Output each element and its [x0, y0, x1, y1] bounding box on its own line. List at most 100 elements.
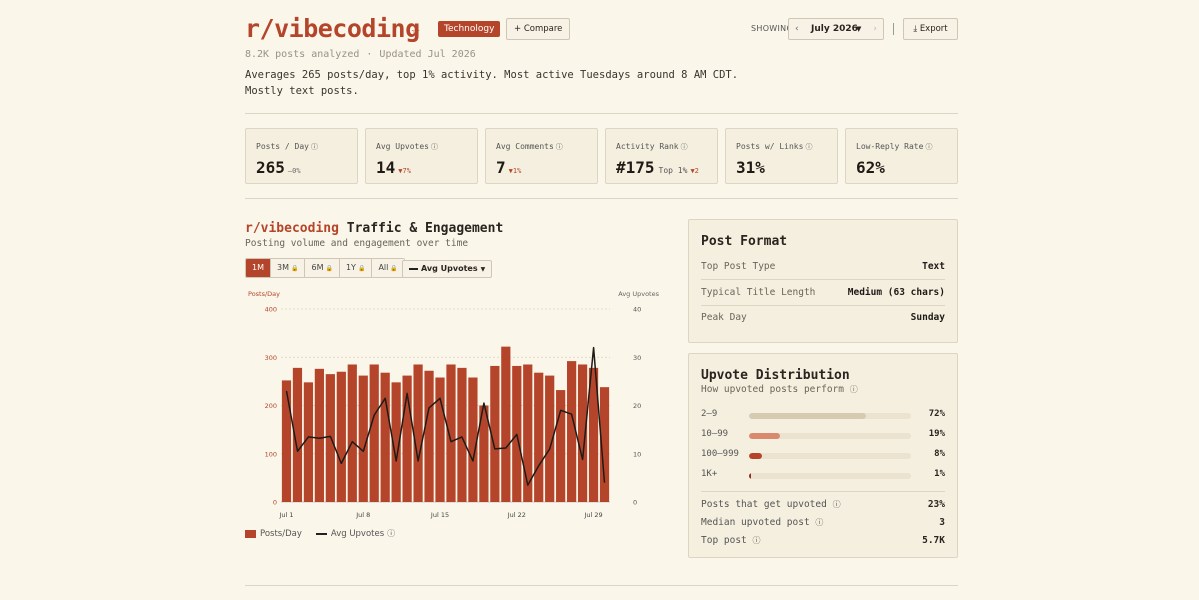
month-selector[interactable]: ‹ July 2026 ▼ ›: [788, 18, 884, 40]
range-label: 1M: [252, 263, 264, 272]
stat-value: 31%: [736, 158, 765, 177]
lock-icon: 🔒: [291, 265, 299, 272]
info-icon[interactable]: ⓘ: [387, 529, 396, 538]
stat-change: ▼1%: [508, 167, 522, 175]
bar: [545, 375, 555, 502]
y-tick-right: 30: [633, 354, 641, 362]
stat-card-activity-rank: Activity Rank ⓘ #175 Top 1% ▼2: [605, 128, 718, 184]
post-format-row: Top Post Type Text: [701, 254, 945, 280]
stat-value: 265 —0%: [256, 158, 301, 177]
range-all[interactable]: All 🔒: [372, 259, 404, 277]
bar: [391, 382, 401, 502]
lock-icon: 🔒: [390, 265, 398, 272]
row-value: Text: [922, 261, 945, 272]
fact-label: Median upvoted post ⓘ: [701, 517, 823, 528]
fact-value: 23%: [927, 499, 945, 510]
legend-bars-label: Posts/Day: [260, 529, 302, 539]
info-icon[interactable]: ⓘ: [832, 500, 841, 509]
info-icon[interactable]: ⓘ: [555, 143, 563, 151]
category-badge[interactable]: Technology: [438, 21, 501, 37]
chart-title: r/vibecoding Traffic & Engagement: [245, 221, 503, 236]
x-tick: Jul 22: [507, 511, 526, 519]
meta-line: 8.2K posts analyzed · Updated Jul 2026: [245, 49, 476, 60]
range-1y[interactable]: 1Y 🔒: [339, 259, 373, 277]
bar: [336, 371, 346, 502]
range-6m[interactable]: 6M 🔒: [305, 259, 340, 277]
chevron-right-icon[interactable]: ›: [873, 24, 877, 34]
posts-analyzed: 8.2K posts analyzed: [245, 49, 360, 60]
bucket-label: 10–99: [701, 429, 729, 439]
metric-label: Avg Upvotes: [421, 264, 478, 273]
range-3m[interactable]: 3M 🔒: [271, 259, 306, 277]
y-tick-left: 300: [265, 354, 277, 362]
bar: [577, 364, 588, 502]
fact-label: Top post ⓘ: [701, 535, 761, 546]
info-icon[interactable]: ⓘ: [430, 143, 438, 151]
line-swatch: [409, 267, 418, 270]
y-tick-left: 400: [265, 306, 277, 314]
y-tick-right: 40: [633, 306, 641, 314]
y-tick-left: 0: [273, 499, 277, 507]
info-icon[interactable]: ⓘ: [805, 143, 813, 151]
stat-sub: Top 1%: [658, 166, 688, 175]
showing-label: SHOWING: [751, 24, 793, 33]
stat-value: #175 Top 1% ▼2: [616, 158, 699, 177]
page: r/vibecoding ☆ Technology + Compare SHOW…: [245, 0, 958, 600]
bucket-bar: [749, 453, 911, 459]
stat-card-low-reply-rate: Low-Reply Rate ⓘ 62%: [845, 128, 958, 184]
x-tick: Jul 1: [278, 511, 293, 519]
stat-value: 62%: [856, 158, 885, 177]
fact-value: 5.7K: [922, 535, 945, 546]
info-icon[interactable]: ⓘ: [815, 518, 824, 527]
bar: [599, 387, 610, 502]
metric-dropdown[interactable]: Avg Upvotes ▼: [402, 260, 493, 278]
export-label: Export: [919, 24, 948, 34]
stat-label: Posts w/ Links ⓘ: [736, 142, 812, 152]
bar: [457, 367, 467, 502]
bar: [402, 375, 412, 502]
bar: [567, 361, 577, 502]
bucket-pct: 1%: [934, 469, 945, 479]
info-icon[interactable]: ⓘ: [310, 143, 318, 151]
stat-change: ▼2: [690, 167, 699, 175]
updated-text: Updated Jul 2026: [379, 49, 476, 60]
bucket-bar-fill: [749, 473, 751, 479]
bucket-bar: [749, 433, 911, 439]
row-label: Typical Title Length: [701, 287, 816, 298]
bar: [424, 370, 434, 502]
info-icon[interactable]: ⓘ: [925, 143, 933, 151]
month-label: July 2026: [811, 24, 858, 34]
compare-button[interactable]: + Compare: [506, 18, 571, 40]
y-tick-right: 20: [633, 402, 641, 410]
x-tick: Jul 8: [355, 511, 370, 519]
info-icon[interactable]: ⓘ: [680, 143, 688, 151]
export-button[interactable]: ⤓ Export: [903, 18, 958, 40]
range-selector: 1M 3M 🔒 6M 🔒 1Y 🔒 All 🔒: [245, 258, 405, 278]
y-tick-right: 0: [633, 499, 637, 507]
bar: [588, 367, 599, 502]
stat-label: Activity Rank ⓘ: [616, 142, 688, 152]
panel-title: Post Format: [701, 234, 788, 249]
bar: [490, 365, 500, 502]
distribution-row: 1K+ 1%: [701, 469, 945, 483]
info-icon[interactable]: ⓘ: [752, 536, 761, 545]
bar: [413, 364, 423, 502]
chart-subtitle: Posting volume and engagement over time: [245, 238, 469, 249]
stat-card-posts-per-day: Posts / Day ⓘ 265 —0%: [245, 128, 358, 184]
stat-label: Avg Comments ⓘ: [496, 142, 563, 152]
fact-label-text: Top post: [701, 535, 747, 546]
separator-dot: ·: [366, 49, 373, 60]
star-icon[interactable]: ☆: [411, 21, 421, 39]
bucket-bar-fill: [749, 413, 866, 419]
bar: [446, 364, 456, 502]
stat-value-text: 14: [376, 158, 396, 177]
bar: [303, 382, 314, 502]
range-1m[interactable]: 1M: [246, 259, 271, 277]
info-icon[interactable]: ⓘ: [849, 385, 858, 394]
chevron-left-icon[interactable]: ‹: [795, 24, 799, 34]
distribution-row: 10–99 19%: [701, 429, 945, 443]
bar: [523, 364, 533, 502]
stat-change: ▼7%: [398, 167, 411, 175]
stat-card-posts-with-links: Posts w/ Links ⓘ 31%: [725, 128, 838, 184]
divider: [893, 23, 894, 35]
